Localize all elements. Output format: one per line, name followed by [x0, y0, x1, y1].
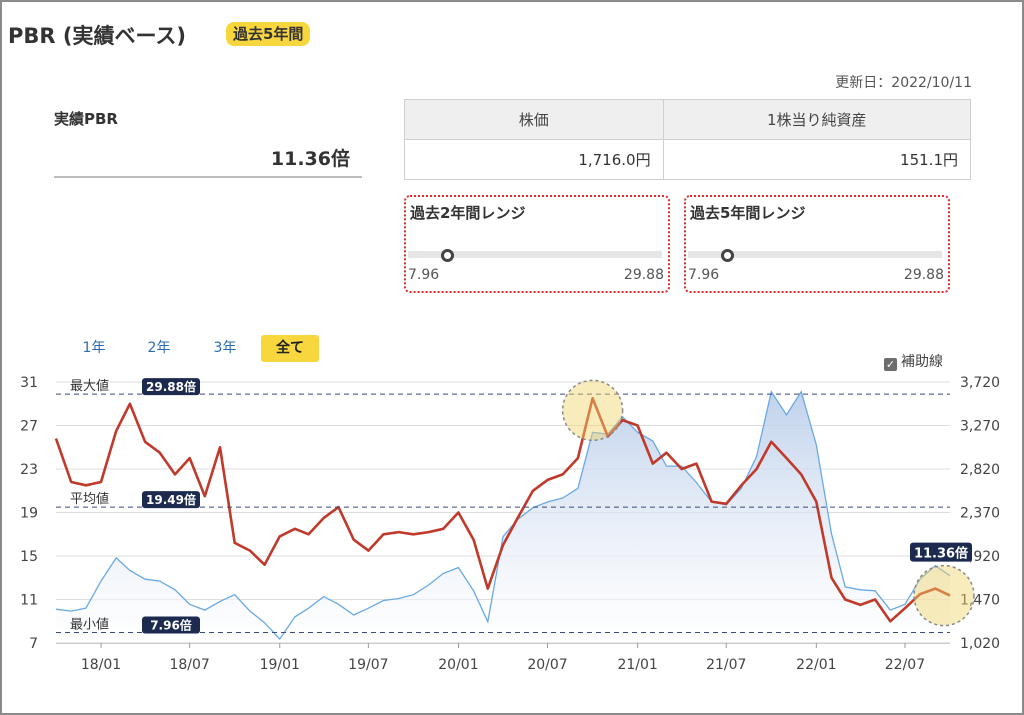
range-2y-min: 7.96: [408, 267, 440, 283]
y-right-tick: 1,470: [960, 593, 1000, 609]
y-right-tick: 3,720: [960, 375, 1000, 391]
range-5y-max: 29.88: [903, 267, 944, 283]
updated-date: 更新日：2022/10/11: [835, 75, 972, 91]
range-2y: 過去2年間レンジ 7.96 29.88: [404, 195, 670, 293]
range-2y-max: 29.88: [623, 267, 664, 283]
max-highlight: [561, 379, 624, 442]
page-title: PBR (実績ベース): [8, 24, 187, 48]
y-left-tick: 15: [20, 549, 38, 565]
ref-name-2: 最小値: [70, 617, 109, 633]
tab-3y[interactable]: 3年: [213, 340, 237, 356]
ref-label-bg-2: [142, 616, 200, 634]
checkbox-icon[interactable]: ✓: [884, 358, 897, 371]
y-left-tick: 19: [20, 506, 38, 522]
x-tick: 22/01: [796, 657, 836, 673]
ref-name-1: 平均値: [70, 491, 109, 507]
tab-2y[interactable]: 2年: [147, 340, 171, 356]
range-2y-marker: [441, 249, 455, 262]
range-5y-track: [688, 251, 942, 258]
x-tick: 21/01: [617, 657, 657, 673]
period-badge: 過去5年間: [226, 22, 311, 46]
x-tick: 22/07: [885, 657, 925, 673]
range-2y-track: [408, 251, 662, 258]
x-tick: 19/01: [260, 657, 300, 673]
ref-label-1: 19.49倍: [146, 492, 196, 507]
ref-name-0: 最大値: [70, 378, 109, 394]
y-left-tick: 23: [20, 462, 38, 478]
bps-value: 151.1円: [662, 139, 972, 180]
range-5y: 過去5年間レンジ 7.96 29.88: [684, 195, 950, 293]
price-table-header-row: 株価 1株当り純資産: [404, 99, 972, 140]
price-line: [55, 390, 951, 641]
pbr-label: 実績PBR: [54, 110, 118, 128]
y-left-tick: 31: [20, 375, 38, 391]
range-2y-title: 過去2年間レンジ: [410, 204, 526, 222]
current-highlight: [913, 564, 975, 627]
aux-line-label: 補助線: [901, 354, 943, 370]
pbr-line: [54, 396, 951, 623]
price-header: 株価: [404, 99, 664, 140]
bps-header: 1株当り純資産: [662, 99, 972, 140]
range-5y-min: 7.96: [688, 267, 720, 283]
ref-label-2: 7.96倍: [150, 618, 192, 633]
y-right-tick: 3,270: [960, 419, 1000, 435]
x-tick: 18/07: [169, 657, 209, 673]
x-tick: 20/01: [438, 657, 478, 673]
range-5y-title: 過去5年間レンジ: [690, 204, 806, 222]
tab-1y[interactable]: 1年: [82, 340, 106, 356]
y-left-tick: 11: [20, 593, 38, 609]
x-tick: 21/07: [706, 657, 746, 673]
x-tick: 18/01: [81, 657, 121, 673]
x-tick: 19/07: [348, 657, 388, 673]
y-left-tick: 27: [20, 419, 38, 435]
x-tick: 20/07: [527, 657, 567, 673]
ref-label-0: 29.88倍: [146, 379, 196, 394]
price-area: [56, 391, 950, 643]
ref-label-bg-0: [142, 378, 200, 396]
price-table-value-row: 1,716.0円 151.1円: [404, 139, 972, 180]
current-label: 11.36倍: [914, 546, 968, 562]
range-5y-marker: [721, 249, 735, 262]
divider: [54, 176, 362, 178]
tab-all[interactable]: 全て: [261, 335, 319, 362]
price-value: 1,716.0円: [404, 139, 664, 180]
ref-label-bg-1: [142, 491, 200, 509]
y-right-tick: 1,020: [960, 636, 1000, 652]
y-left-tick: 7: [29, 636, 38, 652]
y-right-tick: 2,370: [960, 506, 1000, 522]
current-label-bg: [910, 542, 972, 562]
y-right-tick: 2,820: [960, 462, 1000, 478]
price-table: 株価 1株当り純資産 1,716.0円 151.1円: [404, 99, 972, 180]
aux-line-toggle[interactable]: ✓ 補助線: [884, 351, 943, 371]
pbr-value: 11.36倍: [270, 148, 350, 170]
